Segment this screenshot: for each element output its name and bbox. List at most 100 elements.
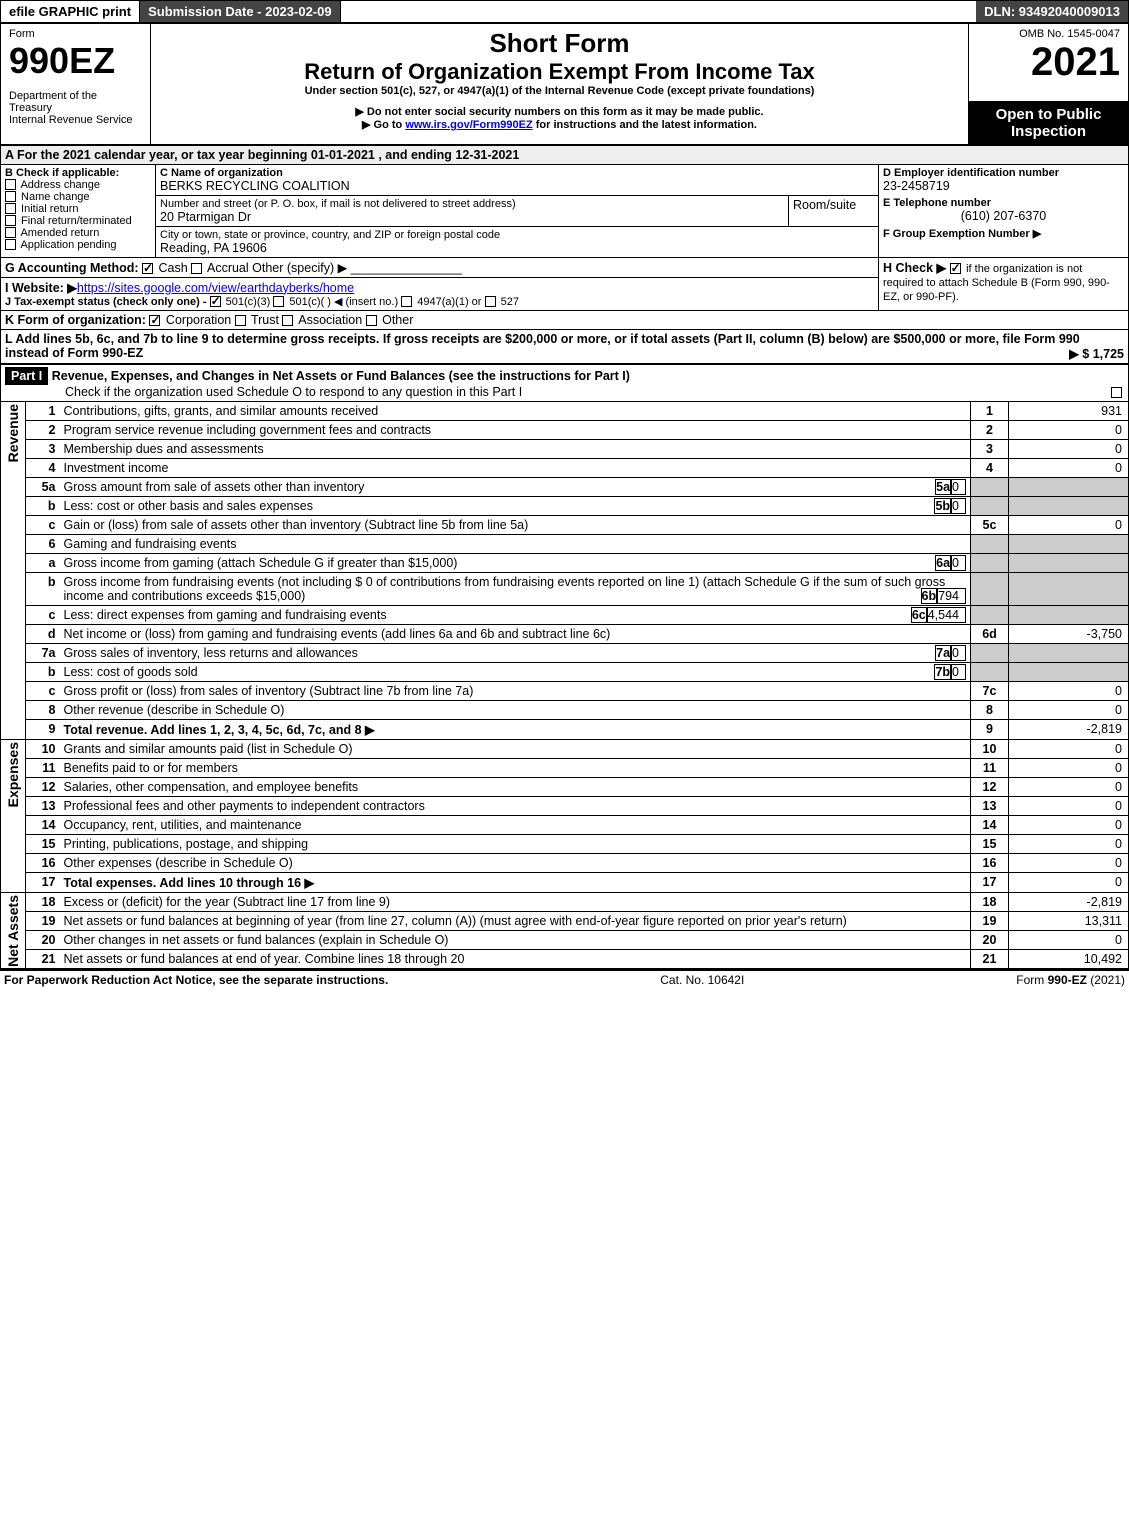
room-label: Room/suite [789, 195, 879, 226]
subtitle: Under section 501(c), 527, or 4947(a)(1)… [159, 85, 960, 97]
line-num: 16 [26, 853, 60, 872]
line-rn-gray [971, 496, 1009, 515]
line-text: Gross income from fundraising events (no… [60, 572, 971, 605]
k-opt-check[interactable] [366, 315, 377, 326]
b-opt-check[interactable] [5, 227, 16, 238]
line-num: 8 [26, 700, 60, 719]
line-text: Other changes in net assets or fund bala… [60, 930, 971, 949]
note-goto: ▶ Go to www.irs.gov/Form990EZ for instru… [159, 118, 960, 131]
website-link[interactable]: https://sites.google.com/view/earthdaybe… [77, 281, 354, 295]
city: Reading, PA 19606 [160, 241, 874, 255]
line-text: Total expenses. Add lines 10 through 16 … [60, 872, 971, 892]
line-num: 1 [26, 401, 60, 420]
title-short-form: Short Form [159, 28, 960, 59]
line-rn: 19 [971, 911, 1009, 930]
line-val-gray [1009, 643, 1129, 662]
line-text: Gross amount from sale of assets other t… [60, 477, 971, 496]
line-text: Less: cost of goods sold7b0 [60, 662, 971, 681]
b-opt-check[interactable] [5, 203, 16, 214]
line-rn: 6d [971, 624, 1009, 643]
line-rn: 9 [971, 719, 1009, 739]
line-num: a [26, 553, 60, 572]
b-opt-check[interactable] [5, 215, 16, 226]
l-text: L Add lines 5b, 6c, and 7b to line 9 to … [5, 332, 1080, 360]
line-num: 20 [26, 930, 60, 949]
line-val: -2,819 [1009, 892, 1129, 911]
line-val: 0 [1009, 930, 1129, 949]
h-check[interactable] [950, 263, 961, 274]
line-text: Grants and similar amounts paid (list in… [60, 739, 971, 758]
k-opt-check[interactable] [235, 315, 246, 326]
line-rn: 3 [971, 439, 1009, 458]
footer-mid: Cat. No. 10642I [660, 973, 744, 987]
line-rn-gray [971, 572, 1009, 605]
line-rn: 14 [971, 815, 1009, 834]
dln: DLN: 93492040009013 [976, 1, 1128, 22]
line-rn-gray [971, 553, 1009, 572]
j-527-check[interactable] [485, 296, 496, 307]
line-val-gray [1009, 553, 1129, 572]
irs-link[interactable]: www.irs.gov/Form990EZ [405, 119, 532, 131]
c-label: C Name of organization [160, 167, 874, 179]
line-num: 3 [26, 439, 60, 458]
k-opt-check[interactable] [282, 315, 293, 326]
b-opt-check[interactable] [5, 191, 16, 202]
submission-date: Submission Date - 2023-02-09 [140, 1, 341, 22]
line-num: b [26, 572, 60, 605]
line-val: 0 [1009, 458, 1129, 477]
line-num: 15 [26, 834, 60, 853]
line-rn: 11 [971, 758, 1009, 777]
line-num: c [26, 681, 60, 700]
line-val: 0 [1009, 796, 1129, 815]
g-accrual-check[interactable] [191, 263, 202, 274]
line-val: 0 [1009, 739, 1129, 758]
j-4947-check[interactable] [401, 296, 412, 307]
line-rn: 15 [971, 834, 1009, 853]
footer-left: For Paperwork Reduction Act Notice, see … [4, 973, 388, 987]
b-opt-check[interactable] [5, 179, 16, 190]
line-text: Salaries, other compensation, and employ… [60, 777, 971, 796]
line-val: -3,750 [1009, 624, 1129, 643]
j-501c3-check[interactable] [210, 296, 221, 307]
line-rn: 13 [971, 796, 1009, 815]
line-num: 13 [26, 796, 60, 815]
section-a-l: A For the 2021 calendar year, or tax yea… [0, 145, 1129, 364]
line-text: Contributions, gifts, grants, and simila… [60, 401, 971, 420]
line-rn: 18 [971, 892, 1009, 911]
d-label: D Employer identification number [883, 167, 1124, 179]
line-val-gray [1009, 662, 1129, 681]
line-rn: 2 [971, 420, 1009, 439]
street-label: Number and street (or P. O. box, if mail… [160, 198, 784, 210]
line-text: Printing, publications, postage, and shi… [60, 834, 971, 853]
line-num: 4 [26, 458, 60, 477]
city-label: City or town, state or province, country… [160, 229, 874, 241]
dept-label: Department of the Treasury Internal Reve… [9, 90, 142, 126]
line-text: Net assets or fund balances at end of ye… [60, 950, 971, 969]
g-cash-check[interactable] [142, 263, 153, 274]
line-val: 0 [1009, 777, 1129, 796]
j-4947: 4947(a)(1) or [417, 296, 481, 308]
line-text: Net income or (loss) from gaming and fun… [60, 624, 971, 643]
line-rn: 20 [971, 930, 1009, 949]
line-rn-gray [971, 477, 1009, 496]
k-opt-check[interactable] [149, 315, 160, 326]
line-rn-gray [971, 605, 1009, 624]
org-name: BERKS RECYCLING COALITION [160, 179, 874, 193]
line-rn: 16 [971, 853, 1009, 872]
h-label: H Check ▶ [883, 261, 946, 275]
form-header: Form 990EZ Department of the Treasury In… [0, 23, 1129, 145]
line-num: b [26, 496, 60, 515]
b-opt-check[interactable] [5, 239, 16, 250]
line-num: 10 [26, 739, 60, 758]
line-rn: 7c [971, 681, 1009, 700]
line-num: 11 [26, 758, 60, 777]
line-rn-gray [971, 534, 1009, 553]
line-num: 12 [26, 777, 60, 796]
j-501c-check[interactable] [273, 296, 284, 307]
line-rn: 8 [971, 700, 1009, 719]
line-num: 9 [26, 719, 60, 739]
part1: Part I Revenue, Expenses, and Changes in… [0, 364, 1129, 970]
j-insert: ◀ (insert no.) [334, 296, 398, 308]
line-rn: 17 [971, 872, 1009, 892]
part1-sched-o-check[interactable] [1111, 387, 1122, 398]
